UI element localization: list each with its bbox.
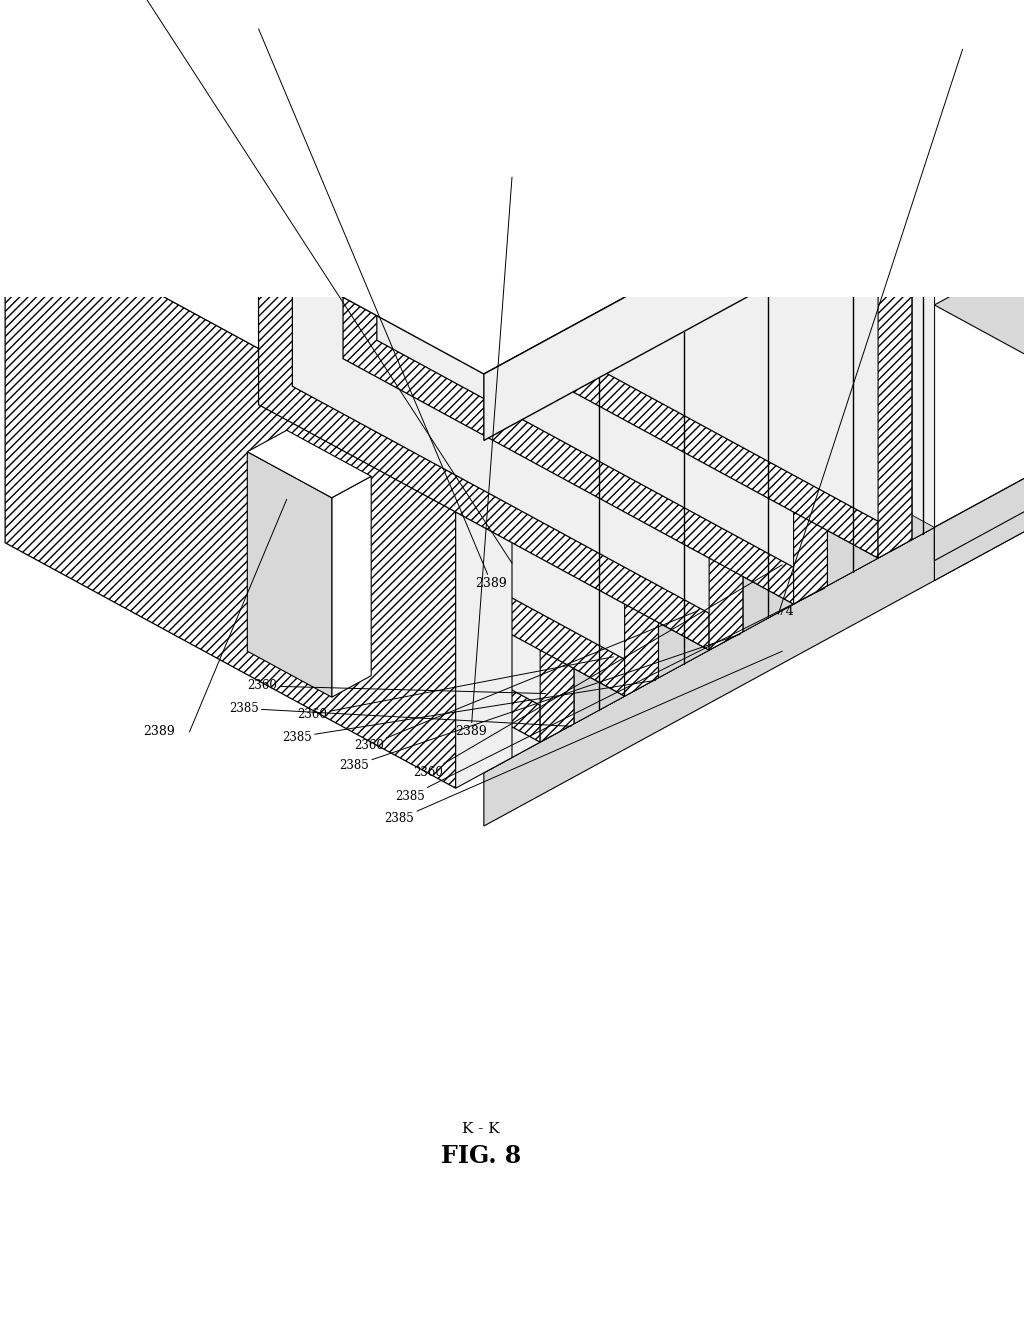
Polygon shape — [34, 474, 484, 772]
Polygon shape — [174, 119, 625, 696]
Polygon shape — [293, 54, 742, 632]
Circle shape — [972, 98, 1009, 135]
Polygon shape — [934, 90, 1024, 294]
Polygon shape — [573, 364, 625, 723]
Polygon shape — [428, 0, 879, 558]
Circle shape — [668, 100, 694, 127]
Text: Jun. 26, 2014  Sheet 8 of 62: Jun. 26, 2014 Sheet 8 of 62 — [368, 345, 574, 356]
Polygon shape — [124, 147, 573, 723]
Text: US 2014/0180271 A1: US 2014/0180271 A1 — [786, 345, 942, 356]
Polygon shape — [174, 100, 658, 364]
Polygon shape — [456, 425, 512, 788]
Polygon shape — [934, 228, 1024, 367]
Polygon shape — [737, 0, 1024, 389]
Polygon shape — [124, 450, 625, 723]
Polygon shape — [5, 210, 456, 788]
Polygon shape — [625, 346, 658, 696]
Polygon shape — [484, 389, 1024, 826]
Polygon shape — [61, 0, 428, 121]
Polygon shape — [428, 0, 911, 226]
Polygon shape — [794, 253, 827, 605]
Polygon shape — [248, 430, 371, 498]
Polygon shape — [461, 0, 911, 540]
Polygon shape — [293, 359, 794, 632]
Polygon shape — [766, 128, 1024, 428]
Polygon shape — [259, 54, 742, 318]
Text: 2389: 2389 — [455, 177, 512, 738]
Circle shape — [246, 54, 272, 81]
Text: 2389: 2389 — [259, 29, 508, 590]
Circle shape — [245, 46, 271, 73]
Polygon shape — [934, 57, 1024, 528]
Circle shape — [499, 191, 525, 219]
Polygon shape — [208, 100, 658, 677]
Polygon shape — [258, 29, 428, 220]
Polygon shape — [332, 477, 371, 697]
Polygon shape — [484, 474, 934, 772]
Polygon shape — [428, 17, 467, 40]
Polygon shape — [438, 17, 467, 199]
Polygon shape — [377, 8, 827, 586]
Text: 2385: 2385 — [384, 651, 782, 825]
Polygon shape — [934, 389, 1024, 561]
Polygon shape — [90, 147, 573, 409]
Polygon shape — [377, 313, 879, 586]
Text: 2389: 2389 — [142, 726, 175, 738]
Polygon shape — [456, 33, 467, 205]
Text: 2360: 2360 — [413, 565, 782, 779]
Text: 2385: 2385 — [228, 702, 571, 726]
Polygon shape — [934, 57, 1024, 528]
Polygon shape — [709, 300, 742, 651]
Polygon shape — [541, 392, 573, 742]
Polygon shape — [343, 26, 794, 605]
Polygon shape — [879, 207, 911, 558]
Polygon shape — [737, 0, 1024, 57]
Circle shape — [527, 24, 554, 50]
Polygon shape — [827, 226, 879, 586]
Text: 2385: 2385 — [339, 635, 740, 772]
Text: Patent Application Publication: Patent Application Publication — [82, 345, 308, 356]
Polygon shape — [911, 195, 934, 540]
Circle shape — [358, 115, 385, 141]
Text: 2377: 2377 — [497, 554, 527, 568]
Polygon shape — [484, 0, 1024, 195]
Polygon shape — [658, 318, 709, 677]
Polygon shape — [5, 180, 512, 455]
Polygon shape — [428, 49, 439, 220]
Text: 2360: 2360 — [247, 680, 546, 693]
Polygon shape — [248, 451, 332, 697]
Polygon shape — [259, 73, 709, 651]
Polygon shape — [934, 42, 1024, 528]
Polygon shape — [343, 8, 827, 272]
Text: K - K: K - K — [463, 1122, 500, 1135]
Polygon shape — [90, 165, 541, 742]
Polygon shape — [411, 33, 439, 214]
Polygon shape — [208, 405, 709, 677]
Polygon shape — [461, 282, 934, 540]
Text: FIG. 8: FIG. 8 — [441, 1144, 521, 1168]
Text: 2360: 2360 — [353, 611, 698, 752]
Polygon shape — [742, 272, 794, 632]
Polygon shape — [934, 374, 1024, 581]
Text: 2360: 2360 — [297, 657, 613, 721]
Polygon shape — [34, 0, 1024, 374]
Polygon shape — [484, 0, 1024, 441]
Text: 2385: 2385 — [394, 589, 824, 803]
Circle shape — [161, 0, 187, 26]
Text: 2374: 2374 — [762, 605, 795, 618]
Polygon shape — [399, 33, 439, 54]
Text: 2385: 2385 — [282, 680, 655, 743]
Polygon shape — [61, 13, 258, 220]
Polygon shape — [934, 57, 1024, 528]
